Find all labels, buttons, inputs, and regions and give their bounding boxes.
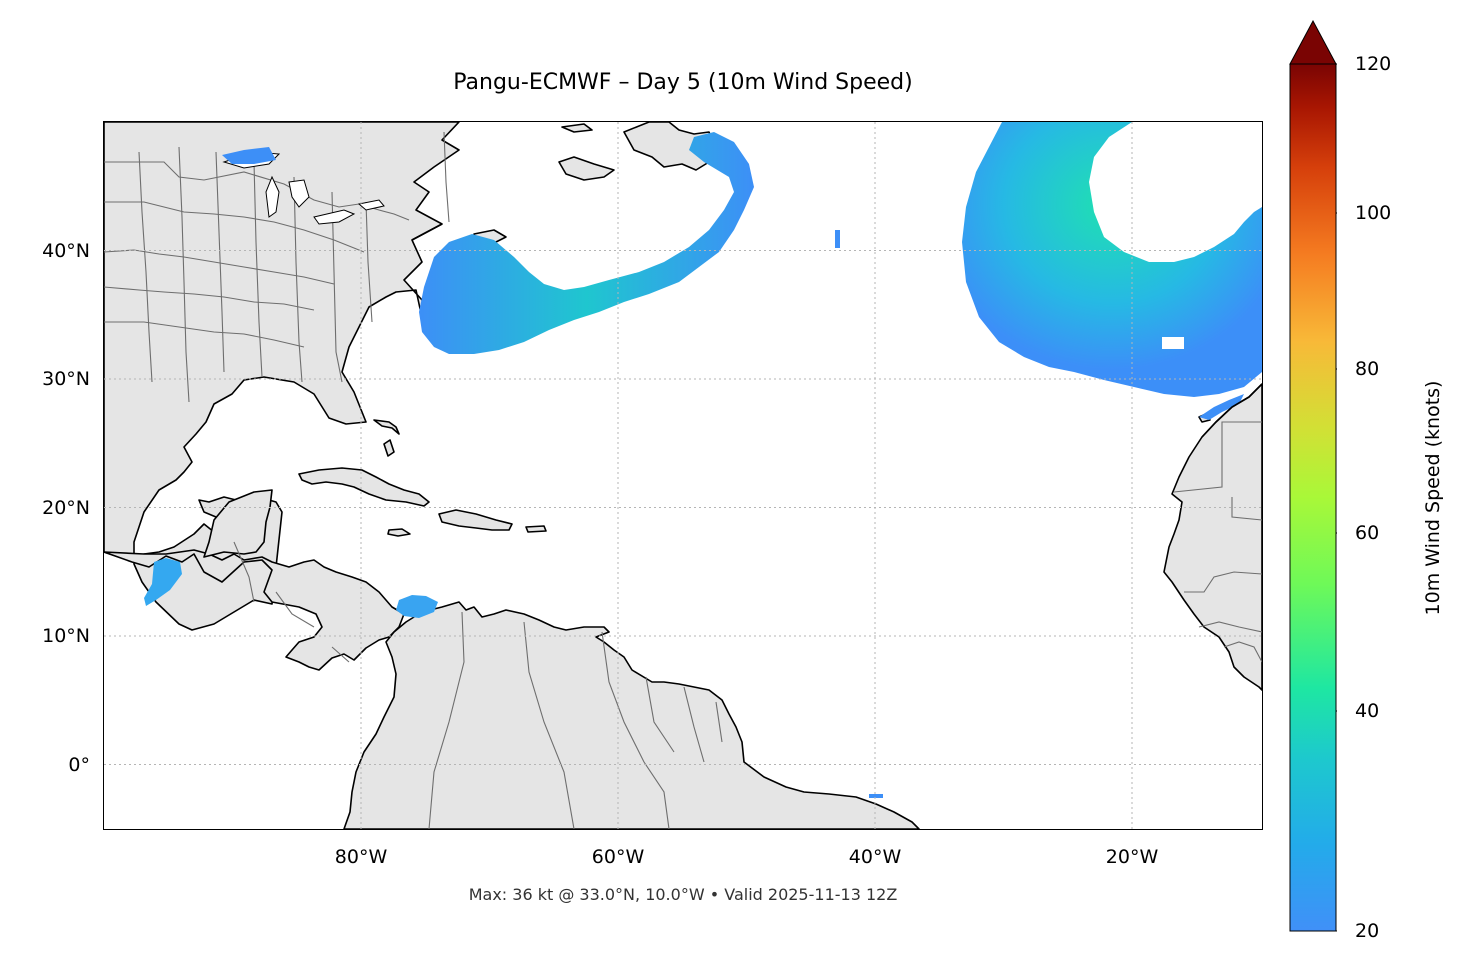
colorbar-tick-40: 40 <box>1355 700 1380 722</box>
graticule <box>104 122 1262 829</box>
wind-patch-mid-atlantic <box>835 230 840 248</box>
wind-swath-western <box>419 132 754 354</box>
lat-label-40: 40°N <box>42 240 90 262</box>
colorbar-tick-100: 100 <box>1355 202 1392 224</box>
colorbar <box>1289 20 1337 932</box>
lon-label-80w: 80°W <box>334 846 388 868</box>
wind-swath-eastern <box>962 122 1262 397</box>
cuba-land <box>298 467 430 507</box>
lon-label-60w: 60°W <box>591 846 645 868</box>
north-america-land <box>104 122 460 631</box>
lon-label-20w: 20°W <box>1105 846 1159 868</box>
puerto-rico-land <box>525 525 547 533</box>
map-footer: Max: 36 kt @ 33.0°N, 10.0°W • Valid 2025… <box>468 885 898 904</box>
wind-field <box>144 122 1262 798</box>
colorbar-tick-80: 80 <box>1355 358 1380 380</box>
africa-land <box>1163 383 1262 691</box>
colorbar-ramp <box>1289 63 1337 932</box>
lat-label-20: 20°N <box>42 497 90 519</box>
map-panel <box>104 122 1262 829</box>
lon-label-40w: 40°W <box>848 846 902 868</box>
bahamas-land <box>373 419 400 457</box>
lat-label-30: 30°N <box>42 368 90 390</box>
lat-label-10: 10°N <box>42 625 90 647</box>
coast-overlay <box>411 223 1262 438</box>
colorbar-tick-120: 120 <box>1355 53 1392 75</box>
border-layer <box>104 131 1262 829</box>
map-title: Pangu-ECMWF – Day 5 (10m Wind Speed) <box>453 70 913 95</box>
wind-patch-africa-coast <box>1199 394 1244 420</box>
map-svg <box>104 122 1262 829</box>
central-america-land <box>104 549 405 671</box>
jamaica-land <box>387 528 411 537</box>
colorbar-tick-20: 20 <box>1355 920 1380 942</box>
hispaniola-land <box>438 509 513 531</box>
wind-patch-equatorial <box>869 794 883 798</box>
colorbar-tick-60: 60 <box>1355 522 1380 544</box>
colorbar-extend-arrow <box>1289 20 1337 65</box>
south-america-land <box>343 601 920 829</box>
pei-land <box>558 156 615 181</box>
anticosti-land <box>561 123 593 133</box>
wind-patch-pacific <box>144 558 182 606</box>
lat-label-0: 0° <box>68 754 90 776</box>
great-lakes <box>222 151 385 225</box>
colorbar-label: 10m Wind Speed (knots) <box>1422 380 1444 616</box>
wind-patch-great-lakes <box>222 147 276 164</box>
wind-hole <box>1162 337 1184 349</box>
wind-patch-caribbean <box>396 595 438 618</box>
land-layer <box>104 122 1262 829</box>
